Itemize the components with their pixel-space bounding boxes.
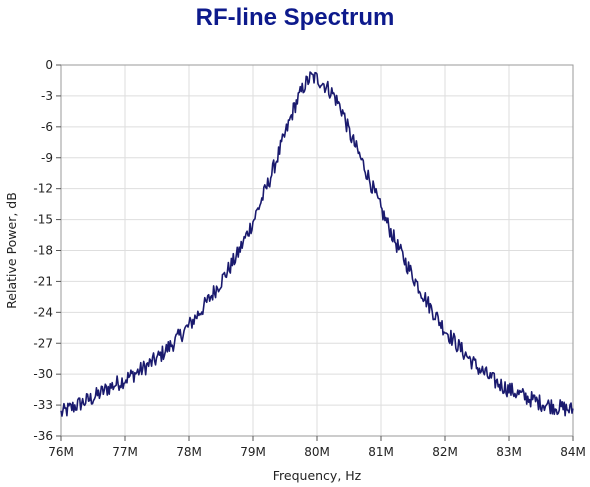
x-tick-label: 81M xyxy=(368,445,394,459)
x-tick-label: 80M xyxy=(304,445,330,459)
y-tick-label: 0 xyxy=(45,58,53,72)
y-tick-label: -30 xyxy=(33,367,53,381)
y-tick-label: -6 xyxy=(41,120,53,134)
x-tick-label: 83M xyxy=(496,445,522,459)
x-tick-label: 77M xyxy=(112,445,138,459)
axis-ticks: 76M 77M 78M 79M 80M 81M 82M 83M 84M 0 -3 -6 -9 -12 -15… xyxy=(33,58,585,459)
y-tick-label: -27 xyxy=(33,336,53,350)
chart-title: RF-line Spectrum xyxy=(195,4,395,31)
y-tick-label: -36 xyxy=(33,429,53,443)
x-tick-label: 84M xyxy=(560,445,586,459)
y-tick-label: -33 xyxy=(33,398,53,412)
y-tick-label: -3 xyxy=(41,89,53,103)
spectrum-series-line xyxy=(60,71,574,417)
y-tick-label: -9 xyxy=(41,151,53,165)
y-tick-label: -24 xyxy=(33,305,53,319)
x-axis-label: Frequency, Hz xyxy=(273,468,362,483)
y-tick-label: -12 xyxy=(33,182,53,196)
y-axis-label: Relative Power, dB xyxy=(4,192,19,309)
y-tick-label: -18 xyxy=(33,244,53,258)
x-tick-label: 82M xyxy=(432,445,458,459)
y-tick-label: -21 xyxy=(33,274,53,288)
x-tick-label: 79M xyxy=(240,445,266,459)
x-tick-label: 76M xyxy=(48,445,74,459)
y-tick-label: -15 xyxy=(33,213,53,227)
x-tick-label: 78M xyxy=(176,445,202,459)
